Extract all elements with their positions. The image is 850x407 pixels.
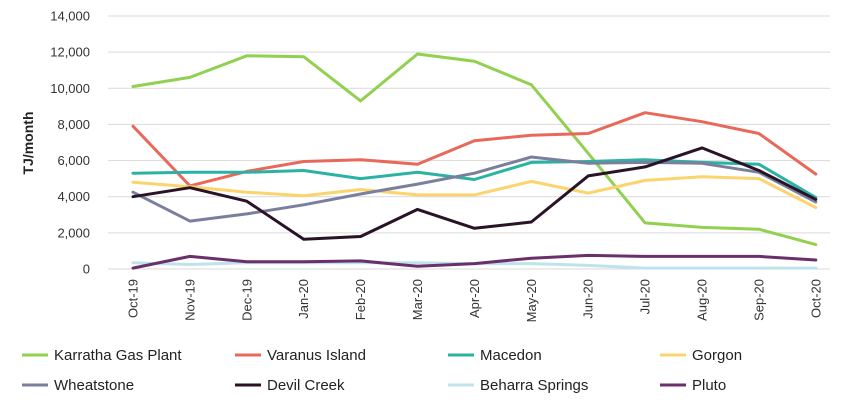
y-tick-label: 14,000 — [50, 9, 90, 24]
x-tick-label: Apr-20 — [467, 279, 482, 318]
y-tick-label: 4,000 — [57, 189, 90, 204]
series-line-karratha-gas-plant — [131, 52, 818, 247]
series-line-gorgon — [131, 175, 818, 210]
legend-label-karratha-gas-plant: Karratha Gas Plant — [54, 347, 182, 364]
legend-label-varanus-island: Varanus Island — [267, 347, 366, 364]
x-tick-label: Feb-20 — [353, 279, 368, 320]
y-tick-label: 0 — [83, 262, 90, 277]
x-tick-label: Sep-20 — [751, 279, 766, 321]
y-axis-title: TJ/month — [20, 112, 36, 175]
series-lines — [131, 52, 818, 270]
legend-label-beharra-springs: Beharra Springs — [480, 377, 588, 394]
legend-label-wheatstone: Wheatstone — [54, 377, 134, 394]
x-axis-ticks: Oct-19 Nov-19 Dec-19 Jan-20 Feb-20 Mar-20 Apr-… — [126, 279, 824, 322]
x-tick-label: Jan-20 — [296, 279, 311, 319]
legend-label-pluto: Pluto — [692, 377, 726, 394]
legend-label-devil-creek: Devil Creek — [267, 377, 345, 394]
x-tick-label: Mar-20 — [410, 279, 425, 320]
x-tick-label: Nov-19 — [182, 279, 197, 321]
series-line-varanus-island — [131, 111, 818, 188]
x-tick-label: Dec-19 — [239, 279, 254, 321]
y-tick-label: 8,000 — [57, 117, 90, 132]
x-tick-label: Aug-20 — [695, 279, 710, 321]
x-tick-label: Oct-20 — [808, 279, 823, 318]
x-tick-label: Jul-20 — [638, 279, 653, 314]
y-tick-label: 6,000 — [57, 153, 90, 168]
legend-label-macedon: Macedon — [480, 347, 542, 364]
y-tick-label: 12,000 — [50, 45, 90, 60]
x-tick-label: May-20 — [524, 279, 539, 322]
legend-label-gorgon: Gorgon — [692, 347, 742, 364]
x-tick-label: Jun-20 — [581, 279, 596, 319]
y-tick-label: 2,000 — [57, 225, 90, 240]
series-line-devil-creek — [131, 146, 818, 241]
series-line-pluto — [131, 253, 818, 270]
x-tick-label: Oct-19 — [126, 279, 141, 318]
y-axis-ticks: 0 2,000 4,000 6,000 8,000 10,000 12,000 14,000 — [50, 9, 90, 277]
series-line-wheatstone — [131, 155, 818, 223]
legend: Karratha Gas Plant Varanus Island Macedon G… — [22, 347, 742, 394]
y-tick-label: 10,000 — [50, 81, 90, 96]
